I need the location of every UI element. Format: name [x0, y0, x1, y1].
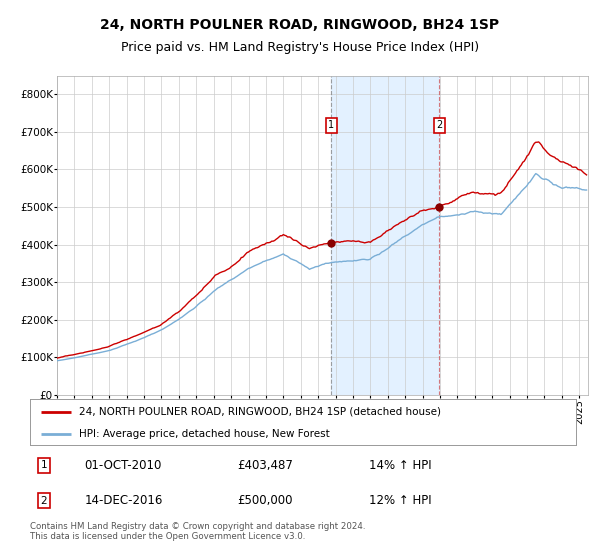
Bar: [331, 76, 439, 395]
Text: 2: 2: [40, 496, 47, 506]
Text: 14-DEC-2016: 14-DEC-2016: [85, 494, 163, 507]
Text: 2: 2: [436, 120, 442, 130]
Text: Contains HM Land Registry data © Crown copyright and database right 2024.
This d: Contains HM Land Registry data © Crown c…: [30, 522, 365, 542]
Text: 01-OCT-2010: 01-OCT-2010: [85, 459, 162, 472]
Text: £403,487: £403,487: [238, 459, 293, 472]
Text: £500,000: £500,000: [238, 494, 293, 507]
Text: 1: 1: [328, 120, 334, 130]
Text: 24, NORTH POULNER ROAD, RINGWOOD, BH24 1SP (detached house): 24, NORTH POULNER ROAD, RINGWOOD, BH24 1…: [79, 407, 441, 417]
Text: 14% ↑ HPI: 14% ↑ HPI: [368, 459, 431, 472]
Text: 1: 1: [40, 460, 47, 470]
Text: 24, NORTH POULNER ROAD, RINGWOOD, BH24 1SP: 24, NORTH POULNER ROAD, RINGWOOD, BH24 1…: [100, 18, 500, 32]
Text: Price paid vs. HM Land Registry's House Price Index (HPI): Price paid vs. HM Land Registry's House …: [121, 41, 479, 54]
Text: 12% ↑ HPI: 12% ↑ HPI: [368, 494, 431, 507]
Text: HPI: Average price, detached house, New Forest: HPI: Average price, detached house, New …: [79, 429, 330, 438]
